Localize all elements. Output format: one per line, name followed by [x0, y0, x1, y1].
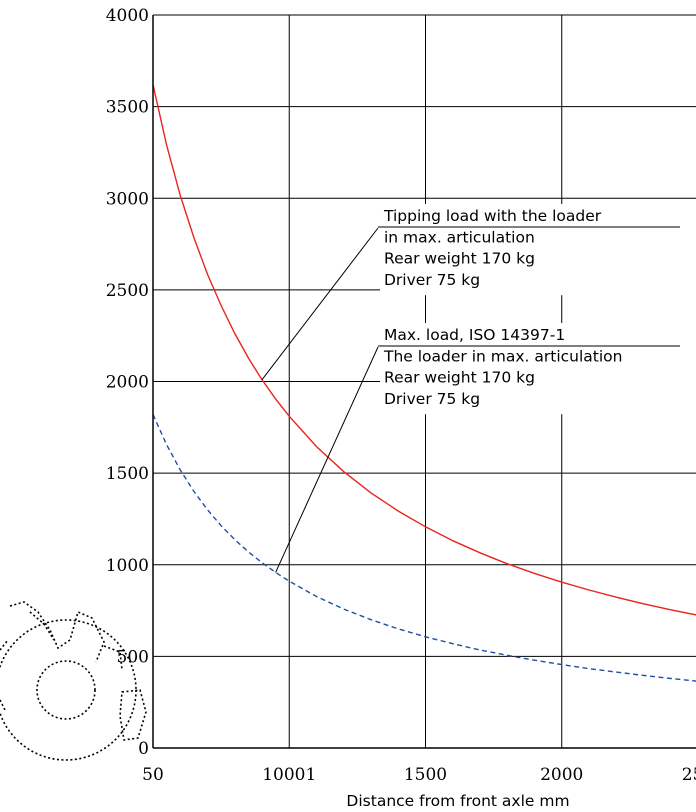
- y-tick-label: 3500: [106, 98, 149, 118]
- y-tick-label: 500: [117, 647, 149, 667]
- annotation-line: Driver 75 kg: [384, 271, 480, 289]
- x-tick-label: 1500: [404, 765, 447, 785]
- annotation-2: Max. load, ISO 14397-1 The loader in max.…: [275, 323, 696, 573]
- y-tick-label: 2000: [106, 373, 149, 393]
- series-line-2: [152, 414, 696, 682]
- tick-labels: 0 500 1000 1500 2000 2500 3000 3500 4000 50 10001 1…: [106, 6, 696, 785]
- annotation-line: in max. articulation: [384, 228, 535, 246]
- x-tick-label: 250: [682, 765, 696, 785]
- y-tick-label: 0: [138, 739, 149, 759]
- y-tick-label: 4000: [106, 6, 149, 26]
- annotation-line: Tipping load with the loader: [383, 207, 602, 225]
- annotation-line: Rear weight 170 kg: [384, 369, 535, 387]
- annotation-background: [380, 204, 696, 296]
- annotation-line: Driver 75 kg: [384, 390, 480, 408]
- x-tick-label: 50: [142, 765, 164, 785]
- x-axis-label: Distance from front axle mm: [346, 792, 569, 810]
- annotation-line: Max. load, ISO 14397-1: [384, 326, 565, 344]
- series-line-1: [152, 84, 696, 616]
- y-tick-label: 2500: [106, 281, 149, 301]
- annotations-layer: Tipping load with the loader in max. arti…: [261, 204, 696, 573]
- annotation-line: The loader in max. articulation: [383, 347, 623, 365]
- x-tick-label: 2000: [540, 765, 583, 785]
- series-layer: [152, 84, 696, 682]
- axes-layer: [152, 15, 696, 749]
- annotation-line: Rear weight 170 kg: [384, 250, 535, 268]
- annotation-1: Tipping load with the loader in max. arti…: [261, 204, 696, 380]
- y-tick-label: 1500: [106, 464, 149, 484]
- annotation-background: [380, 323, 696, 415]
- y-tick-label: 3000: [106, 189, 149, 209]
- annotation-leader: [261, 227, 379, 380]
- front-wheel-sketch: [0, 601, 147, 761]
- x-tick-label: 10001: [262, 765, 316, 785]
- y-tick-label: 1000: [106, 556, 149, 576]
- annotation-leader: [275, 346, 379, 573]
